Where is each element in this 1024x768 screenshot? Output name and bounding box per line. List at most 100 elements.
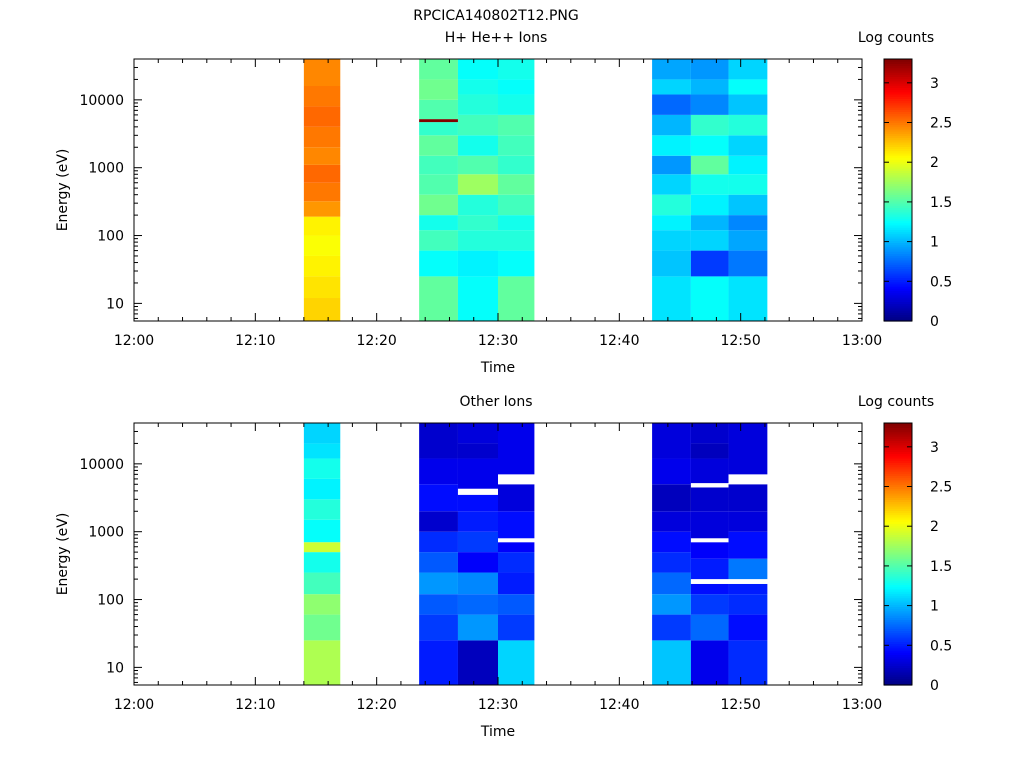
colorbar-segment bbox=[884, 270, 912, 274]
colorbar-segment bbox=[884, 534, 912, 538]
colorbar-segment bbox=[884, 501, 912, 505]
colorbar-segment bbox=[884, 510, 912, 514]
colorbar-segment bbox=[884, 682, 912, 686]
heatmap-cell bbox=[728, 174, 768, 195]
colorbar-segment bbox=[884, 233, 912, 237]
heatmap-cell bbox=[498, 423, 535, 475]
heatmap-cell bbox=[457, 640, 498, 685]
colorbar-segment bbox=[884, 431, 912, 435]
heatmap-cell bbox=[457, 443, 498, 459]
heatmap-cell bbox=[303, 542, 341, 553]
heatmap-cell bbox=[498, 79, 535, 95]
colorbar-segment bbox=[884, 652, 912, 656]
colorbar-segment bbox=[884, 584, 912, 588]
heatmap-cell bbox=[690, 542, 729, 559]
colorbar-tick-label: 0.5 bbox=[930, 638, 952, 654]
heatmap-cell bbox=[690, 640, 729, 685]
heatmap-cell bbox=[728, 79, 768, 95]
colorbar-tick-label: 0 bbox=[930, 314, 939, 330]
heatmap-cell bbox=[728, 558, 768, 580]
heatmap-cell bbox=[457, 488, 498, 495]
colorbar-segment bbox=[884, 680, 912, 684]
colorbar-tick-label: 2 bbox=[930, 519, 939, 535]
heatmap-cell bbox=[457, 230, 498, 251]
heatmap-cell bbox=[690, 511, 729, 539]
heatmap-cell bbox=[303, 594, 341, 615]
colorbar-segment bbox=[884, 433, 912, 437]
colorbar-segment bbox=[884, 660, 912, 664]
colorbar-segment bbox=[884, 495, 912, 498]
heatmap-cell bbox=[498, 484, 535, 512]
colorbar-segment bbox=[884, 124, 912, 128]
colorbar-segment bbox=[884, 222, 912, 226]
colorbar-segment bbox=[884, 238, 912, 241]
colorbar-segment bbox=[884, 617, 912, 621]
heatmap-cell bbox=[728, 276, 768, 321]
colorbar-segment bbox=[884, 272, 912, 276]
y-axis-label: Energy (eV) bbox=[55, 513, 71, 596]
colorbar-segment bbox=[884, 98, 912, 102]
colorbar-segment bbox=[884, 89, 912, 93]
colorbar-segment bbox=[884, 676, 912, 680]
colorbar-segment bbox=[884, 536, 912, 540]
heatmap-cell bbox=[457, 79, 498, 95]
colorbar-frame bbox=[883, 58, 913, 322]
colorbar-segment bbox=[884, 466, 912, 470]
colorbar-segment bbox=[884, 540, 912, 544]
colorbar-segment bbox=[884, 253, 912, 257]
x-tick-label: 12:10 bbox=[235, 697, 275, 713]
heatmap-cells bbox=[303, 59, 768, 321]
colorbar-segment bbox=[884, 296, 912, 300]
colorbar-segment bbox=[884, 636, 912, 640]
colorbar-segment bbox=[884, 623, 912, 627]
colorbar-segment bbox=[884, 275, 912, 278]
heatmap-cell bbox=[498, 640, 535, 685]
colorbar-segment bbox=[884, 281, 912, 285]
heatmap-cell bbox=[303, 298, 341, 321]
heatmap-cell bbox=[690, 59, 729, 80]
colorbar-segment bbox=[884, 602, 912, 605]
colorbar-segment bbox=[884, 185, 912, 189]
heatmap-cell bbox=[303, 519, 341, 543]
colorbar-segment bbox=[884, 251, 912, 254]
colorbar-segment bbox=[884, 205, 912, 209]
colorbar-segment bbox=[884, 224, 912, 228]
heatmap-cell bbox=[419, 230, 458, 251]
heatmap-cell bbox=[419, 135, 458, 156]
colorbar-segment bbox=[884, 599, 912, 603]
heatmap-cell bbox=[303, 164, 341, 183]
heatmap-cell bbox=[690, 94, 729, 115]
colorbar-segment bbox=[884, 307, 912, 311]
colorbar-segment bbox=[884, 669, 912, 673]
colorbar-segment bbox=[884, 96, 912, 99]
figure-title: RPCICA140802T12.PNG bbox=[413, 8, 578, 24]
y-tick-label: 1000 bbox=[88, 161, 124, 177]
colorbar-segment bbox=[884, 122, 912, 126]
colorbar-segment bbox=[884, 128, 912, 132]
colorbar-segment bbox=[884, 198, 912, 202]
heatmap-cell bbox=[690, 276, 729, 321]
heatmap-cell bbox=[652, 276, 691, 321]
colorbar-segment bbox=[884, 152, 912, 156]
colorbar-segment bbox=[884, 425, 912, 428]
heatmap-cell bbox=[457, 511, 498, 532]
heatmap-cell bbox=[457, 276, 498, 321]
heatmap-cell bbox=[303, 182, 341, 202]
heatmap-cell bbox=[652, 552, 691, 573]
colorbar-segment bbox=[884, 65, 912, 69]
colorbar-segment bbox=[884, 255, 912, 259]
heatmap-cell bbox=[690, 579, 729, 584]
colorbar-segment bbox=[884, 650, 912, 653]
heatmap-cell bbox=[690, 215, 729, 231]
colorbar-segment bbox=[884, 59, 912, 62]
colorbar-segment bbox=[884, 468, 912, 472]
colorbar-segment bbox=[884, 492, 912, 496]
colorbar-segment bbox=[884, 209, 912, 213]
heatmap-cell bbox=[652, 194, 691, 216]
colorbar-segment bbox=[884, 521, 912, 525]
colorbar-segment bbox=[884, 532, 912, 535]
colorbar-segment bbox=[884, 438, 912, 442]
heatmap-cell bbox=[728, 423, 768, 475]
colorbar-segment bbox=[884, 538, 912, 542]
